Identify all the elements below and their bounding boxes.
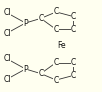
Text: C: C <box>38 14 43 23</box>
Text: C: C <box>38 69 43 78</box>
Text: Fe: Fe <box>57 41 65 51</box>
Text: C: C <box>71 71 76 80</box>
Text: C: C <box>53 25 59 34</box>
Text: P: P <box>23 64 28 74</box>
Text: C: C <box>53 58 59 67</box>
Text: C: C <box>71 58 76 67</box>
Text: C: C <box>53 7 59 16</box>
Text: C: C <box>53 76 59 85</box>
Text: Cl: Cl <box>3 75 11 84</box>
Text: Cl: Cl <box>3 8 11 17</box>
Text: C: C <box>71 12 76 21</box>
Text: P: P <box>23 18 28 28</box>
Text: Cl: Cl <box>3 54 11 63</box>
Text: C: C <box>71 25 76 34</box>
Text: Cl: Cl <box>3 29 11 38</box>
